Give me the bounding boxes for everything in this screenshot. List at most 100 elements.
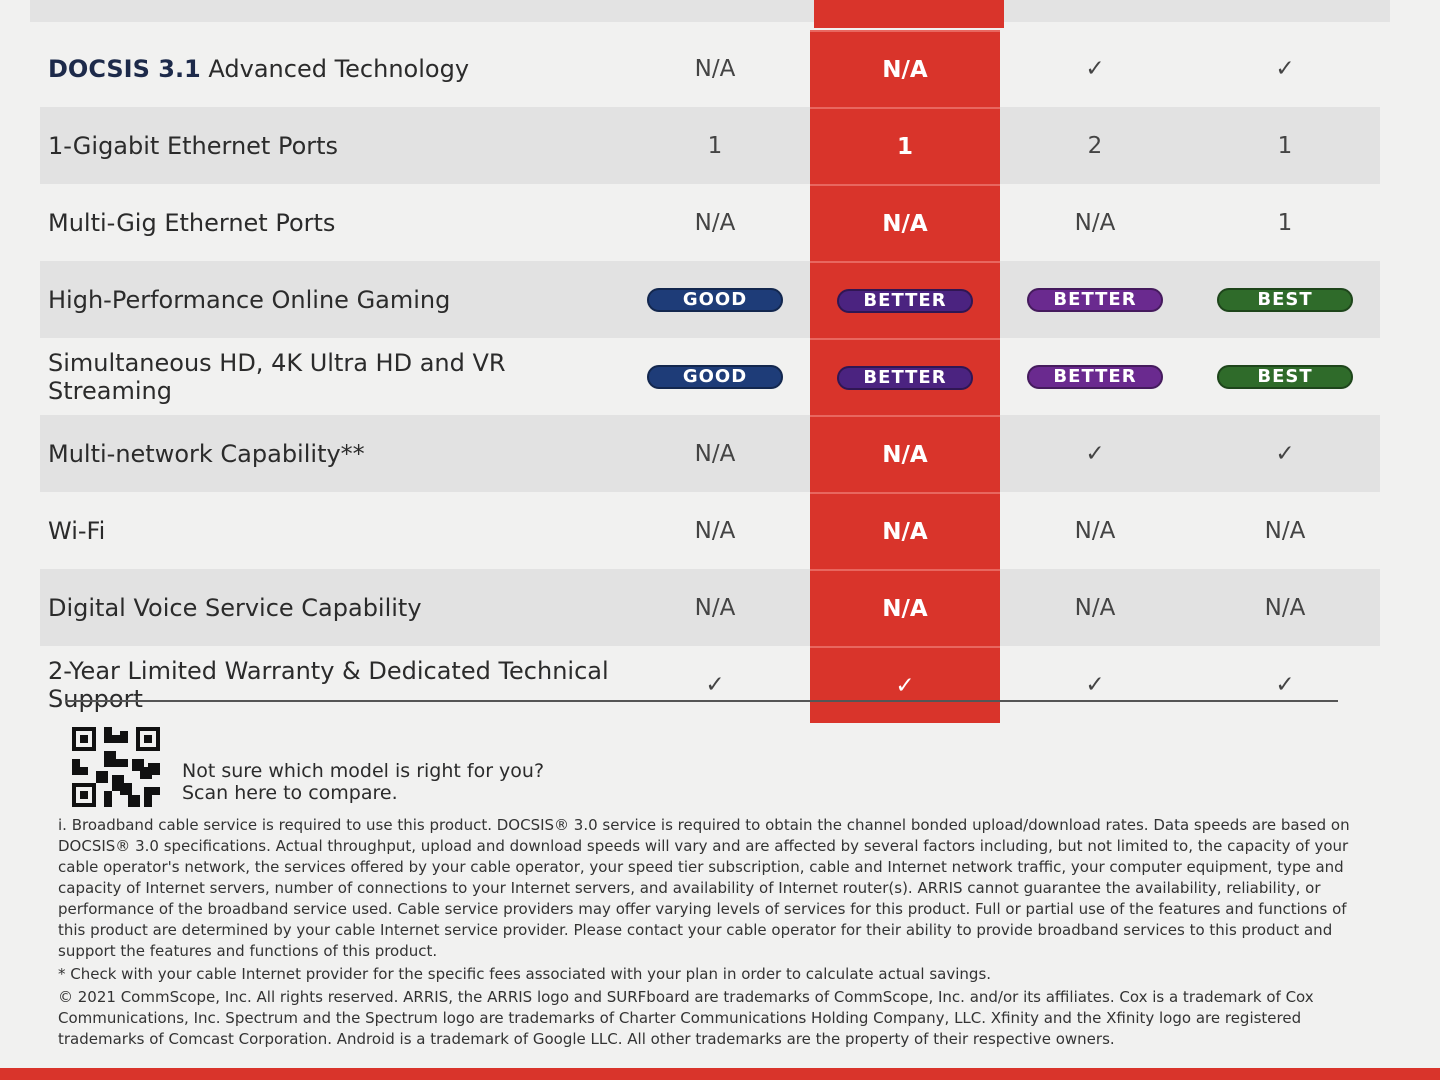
cell-text: N/A (694, 517, 736, 544)
cell-text: N/A (882, 56, 928, 83)
table-cell: 1 (810, 107, 1000, 184)
cell-text: 2 (1087, 132, 1103, 159)
cell-text: N/A (694, 55, 736, 82)
table-cell: N/A (810, 415, 1000, 492)
cell-text: 1 (1277, 132, 1293, 159)
table-cell: ✓ (1190, 415, 1380, 492)
table-row: Wi-Fi N/A N/A N/A N/A (40, 492, 1380, 569)
table-cell: N/A (620, 184, 810, 261)
cell-text: N/A (882, 441, 928, 468)
row-label: Multi-Gig Ethernet Ports (40, 209, 620, 237)
cell-text: ✓ (705, 671, 725, 698)
row-label-text: Wi-Fi (48, 516, 106, 545)
cell-text: ✓ (1275, 55, 1295, 82)
qr-caption-line: Scan here to compare. (182, 782, 398, 804)
row-label: High-Performance Online Gaming (40, 286, 620, 314)
qr-caption-line: Not sure which model is right for you? (182, 760, 545, 782)
footnote: * Check with your cable Internet provide… (58, 965, 992, 983)
bottom-red (0, 1068, 1440, 1080)
table-cell: ✓ (1000, 415, 1190, 492)
cell-text: ✓ (1275, 671, 1295, 698)
table-cell: N/A (620, 415, 810, 492)
cell-text: N/A (1074, 517, 1116, 544)
footnote: i. Broadband cable service is required t… (58, 816, 1350, 960)
qr-caption: Not sure which model is right for you? S… (182, 760, 544, 804)
cell-text: N/A (1264, 594, 1306, 621)
table-cell: BETTER (810, 338, 1000, 415)
top-red (814, 0, 1004, 28)
rating-badge: BEST (1217, 287, 1353, 312)
row-label-text: Multi-Gig Ethernet Ports (48, 208, 336, 237)
table-cell: 1 (620, 107, 810, 184)
rating-badge: BETTER (1027, 364, 1163, 389)
table-cell: N/A (810, 30, 1000, 107)
table-cell: N/A (1190, 492, 1380, 569)
row-label-text: Multi-network Capability** (48, 439, 365, 468)
table-row: Digital Voice Service Capability N/A N/A N/… (40, 569, 1380, 646)
cell-text: ✓ (1275, 440, 1295, 467)
table-row: Multi-network Capability** N/A N/A ✓ ✓ (40, 415, 1380, 492)
table-row: 1-Gigabit Ethernet Ports 1 1 2 1 (40, 107, 1380, 184)
table-rule (66, 700, 1338, 702)
footnote: © 2021 CommScope, Inc. All rights reserv… (58, 988, 1314, 1048)
row-label-text: Simultaneous HD, 4K Ultra HD and VR Stre… (48, 348, 506, 405)
cell-text: 1 (896, 133, 913, 160)
cell-text: N/A (1074, 209, 1116, 236)
table-row: High-Performance Online Gaming GOOD BETTER… (40, 261, 1380, 338)
comparison-table: DOCSIS 3.1 Advanced Technology N/A N/A ✓ ✓ 1-… (40, 30, 1380, 723)
qr-code (72, 727, 160, 807)
cell-text: 1 (1277, 209, 1293, 236)
table-cell: N/A (620, 492, 810, 569)
table-cell: ✓ (810, 646, 1000, 723)
rating-badge: GOOD (647, 287, 783, 312)
table-cell: 1 (1190, 107, 1380, 184)
table-cell: N/A (810, 492, 1000, 569)
table-cell: BETTER (1000, 261, 1190, 338)
cell-text: N/A (1074, 594, 1116, 621)
cell-text: N/A (694, 594, 736, 621)
row-label: Multi-network Capability** (40, 440, 620, 468)
table-cell: N/A (810, 569, 1000, 646)
table-cell: N/A (810, 184, 1000, 261)
table-cell: N/A (620, 569, 810, 646)
table-cell: 1 (1190, 184, 1380, 261)
cell-text: N/A (694, 440, 736, 467)
table-cell: BEST (1190, 338, 1380, 415)
cell-text: ✓ (895, 672, 915, 699)
row-label: 1-Gigabit Ethernet Ports (40, 132, 620, 160)
rating-badge: BETTER (837, 365, 973, 390)
table-cell: ✓ (1000, 646, 1190, 723)
cell-text: N/A (1264, 517, 1306, 544)
table-cell: BETTER (1000, 338, 1190, 415)
table-row: 2-Year Limited Warranty & Dedicated Tech… (40, 646, 1380, 723)
cell-text: ✓ (1085, 55, 1105, 82)
cell-text: ✓ (1085, 671, 1105, 698)
cell-text: ✓ (1085, 440, 1105, 467)
table-row: DOCSIS 3.1 Advanced Technology N/A N/A ✓ ✓ (40, 30, 1380, 107)
row-label-text: 2-Year Limited Warranty & Dedicated Tech… (48, 656, 609, 713)
table-cell: GOOD (620, 338, 810, 415)
rating-badge: BEST (1217, 364, 1353, 389)
row-label: 2-Year Limited Warranty & Dedicated Tech… (40, 657, 620, 713)
row-label: Simultaneous HD, 4K Ultra HD and VR Stre… (40, 349, 620, 405)
cell-text: N/A (694, 209, 736, 236)
cell-text: N/A (882, 518, 928, 545)
table-cell: BETTER (810, 261, 1000, 338)
row-label: Wi-Fi (40, 517, 620, 545)
row-label-text: 1-Gigabit Ethernet Ports (48, 131, 339, 160)
table-cell: N/A (1000, 492, 1190, 569)
row-label: DOCSIS 3.1 Advanced Technology (40, 55, 620, 83)
table-cell: 2 (1000, 107, 1190, 184)
table-row: Simultaneous HD, 4K Ultra HD and VR Stre… (40, 338, 1380, 415)
row-label-bold: DOCSIS 3.1 (48, 54, 201, 83)
row-label-text: Digital Voice Service Capability (48, 593, 422, 622)
table-cell: ✓ (1190, 30, 1380, 107)
table-cell: N/A (1000, 184, 1190, 261)
cell-text: 1 (707, 132, 723, 159)
rating-badge: BETTER (1027, 287, 1163, 312)
table-cell: ✓ (620, 646, 810, 723)
row-label: Digital Voice Service Capability (40, 594, 620, 622)
top-strip (30, 0, 1390, 22)
table-cell: N/A (1190, 569, 1380, 646)
